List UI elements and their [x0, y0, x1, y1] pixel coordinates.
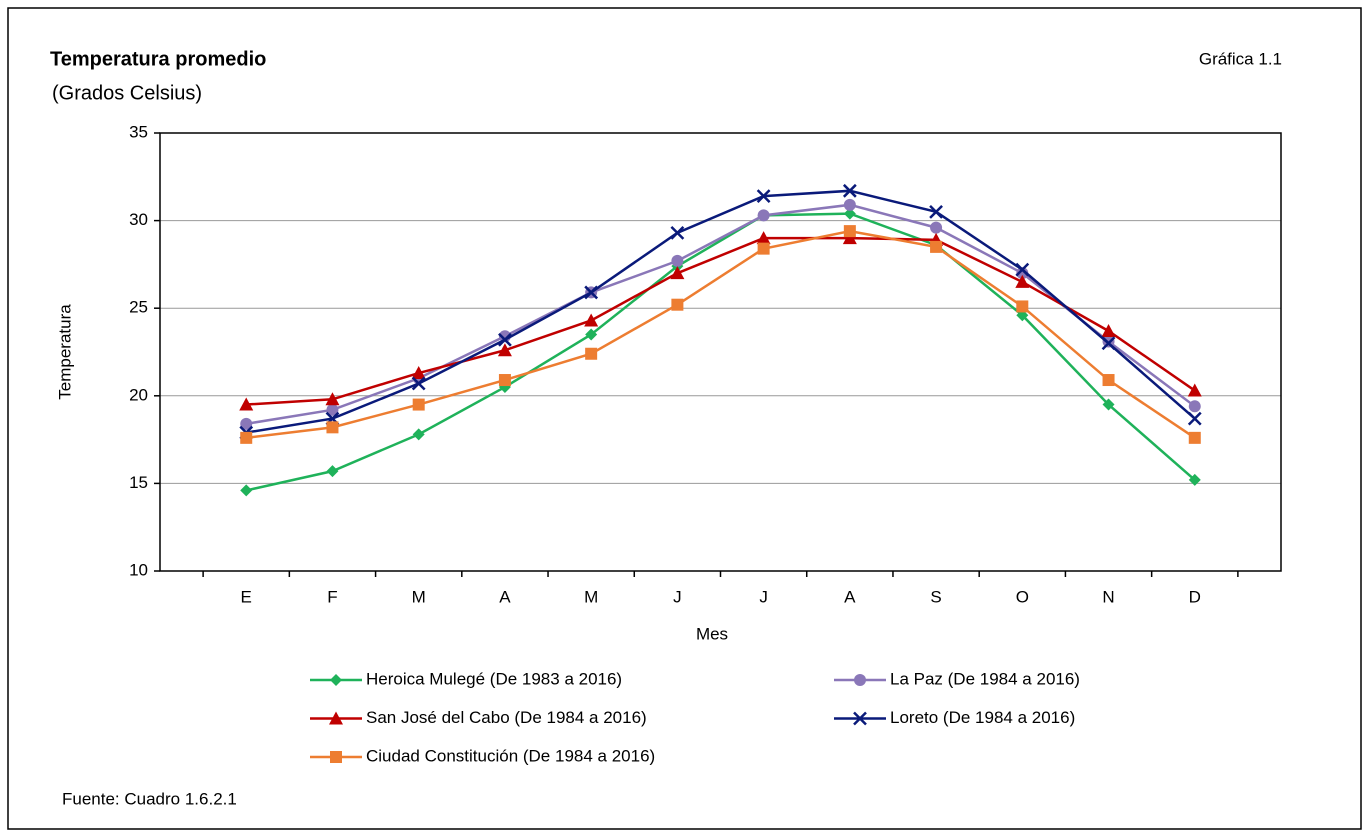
marker [843, 198, 856, 211]
marker [1102, 398, 1115, 411]
marker [329, 711, 343, 725]
marker [239, 397, 254, 411]
marker [326, 403, 339, 416]
marker [1102, 374, 1115, 387]
y-tick-label: 10 [129, 560, 148, 579]
series-line [246, 203, 1196, 426]
marker [412, 428, 425, 441]
marker [411, 366, 426, 380]
y-tick-label: 35 [129, 122, 148, 141]
legend-label: Loreto (De 1984 a 2016) [890, 708, 1075, 727]
y-tick-label: 25 [129, 298, 148, 317]
marker [1188, 473, 1201, 486]
marker [757, 209, 770, 222]
marker [842, 231, 857, 245]
x-tick-label: A [499, 587, 511, 606]
marker [1188, 431, 1201, 444]
marker [585, 328, 598, 341]
x-tick-label: F [327, 587, 337, 606]
marker [411, 376, 426, 391]
x-tick-label: J [759, 587, 768, 606]
marker [1187, 383, 1202, 397]
marker [325, 392, 340, 406]
marker [670, 266, 685, 280]
marker [843, 225, 856, 238]
x-axis-label: Mes [696, 624, 728, 643]
source: Fuente: Cuadro 1.6.2.1 [62, 789, 237, 808]
marker [757, 242, 770, 255]
legend-label: La Paz (De 1984 a 2016) [890, 669, 1080, 688]
marker [1015, 274, 1030, 288]
marker [842, 183, 857, 198]
legend-label: Heroica Mulegé (De 1983 a 2016) [366, 669, 622, 688]
x-tick-label: N [1102, 587, 1114, 606]
marker [1187, 411, 1202, 426]
marker [853, 711, 867, 726]
marker [843, 207, 856, 220]
marker [498, 374, 511, 387]
x-tick-label: M [412, 587, 426, 606]
marker [584, 313, 599, 327]
chart-title: Temperatura promedio [50, 48, 266, 70]
marker [756, 231, 771, 245]
marker [929, 204, 943, 219]
marker [671, 254, 684, 267]
frame [7, 7, 1362, 830]
marker [326, 421, 339, 434]
series-line [246, 229, 1196, 440]
marker [498, 332, 512, 347]
legend-label: Ciudad Constitución (De 1984 a 2016) [366, 746, 655, 765]
marker [1188, 400, 1201, 413]
marker [497, 343, 512, 357]
series-line [246, 236, 1196, 406]
y-tick-label: 15 [129, 473, 148, 492]
y-tick-label: 20 [129, 385, 148, 404]
chart-subtitle: (Grados Celsius) [52, 82, 202, 104]
x-tick-label: S [930, 587, 941, 606]
marker [671, 298, 684, 311]
marker [240, 417, 253, 430]
x-tick-label: A [844, 587, 856, 606]
marker [1101, 336, 1116, 351]
marker [1016, 300, 1029, 313]
marker [1101, 323, 1116, 337]
y-axis-label: Temperatura [55, 304, 74, 400]
marker [240, 484, 253, 497]
series-line [246, 189, 1196, 434]
x-tick-label: D [1189, 587, 1201, 606]
x-tick-label: J [673, 587, 682, 606]
annotation: Gráfica 1.1 [1199, 49, 1282, 68]
marker [240, 431, 253, 444]
marker [584, 285, 599, 300]
x-tick-label: O [1016, 587, 1029, 606]
marker [1015, 262, 1030, 277]
legend-label: San José del Cabo (De 1984 a 2016) [366, 708, 647, 727]
y-tick-label: 30 [129, 210, 148, 229]
series-line [245, 212, 1196, 492]
marker [854, 674, 866, 686]
marker [330, 674, 342, 686]
marker [930, 221, 943, 234]
marker [756, 189, 771, 203]
marker [412, 398, 425, 411]
marker [1016, 267, 1029, 280]
x-tick-label: E [241, 587, 252, 606]
marker [930, 240, 943, 253]
x-tick-label: M [584, 587, 598, 606]
marker [670, 225, 685, 240]
marker [585, 347, 598, 360]
marker [330, 751, 342, 763]
marker [326, 465, 339, 478]
